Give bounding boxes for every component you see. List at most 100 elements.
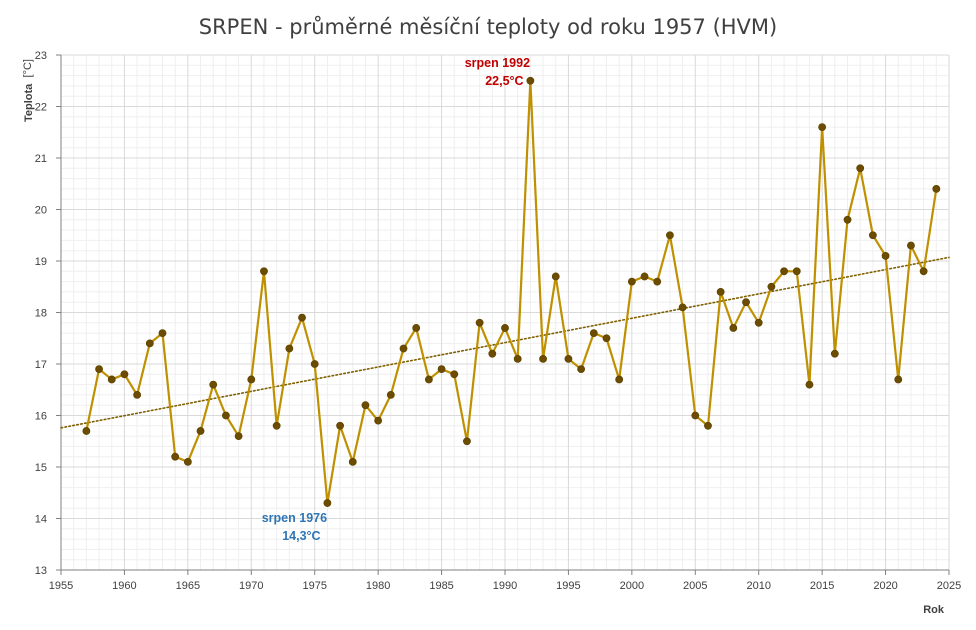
x-tick-label: 1985 [429,580,453,592]
data-point [247,375,256,384]
x-tick-label: 2010 [746,580,770,592]
data-point [513,354,522,363]
data-point [399,344,408,353]
y-tick-label: 21 [35,153,47,165]
x-tick-label: 1975 [302,580,326,592]
data-point [627,277,636,286]
data-point [602,334,611,343]
data-point [589,329,598,337]
x-tick-label: 1960 [112,580,136,592]
data-point [285,344,294,353]
data-point [742,298,750,307]
y-tick-label: 15 [35,462,47,474]
annotation-min-value: 14,3°C [282,529,320,543]
x-tick-label: 1955 [49,580,73,592]
y-tick-labels: 13 14 15 16 17 18 19 20 21 22 23 [35,50,47,577]
y-tick-label: 22 [35,102,47,114]
data-point [653,277,662,286]
x-tick-label: 2020 [873,580,897,592]
x-tick-label: 2000 [620,580,644,592]
data-point [539,354,547,363]
data-point [323,499,332,507]
data-point [310,360,319,368]
data-point [374,416,383,425]
data-point [894,375,903,384]
data-point [82,427,91,435]
x-tick-label: 2025 [937,580,961,592]
x-tick-label: 1970 [239,580,263,592]
data-point [881,251,890,260]
data-point [488,349,497,358]
data-point [361,401,370,410]
data-point [95,365,103,374]
data-point [551,272,560,281]
annotation-max-value: 22,5°C [485,74,523,88]
y-tick-label: 18 [35,308,47,320]
data-point [450,370,459,379]
data-point [830,349,839,358]
data-point [183,457,192,466]
chart-title: SRPEN - průměrné měsíční teploty od roku… [199,15,777,39]
x-tick-label: 2005 [683,580,707,592]
y-tick-label: 14 [35,514,47,526]
y-axis-label: Teplota [23,83,35,122]
data-point [792,267,801,276]
data-point [640,272,649,281]
data-point [145,339,154,348]
data-point [818,123,827,131]
data-point [729,324,738,332]
data-point [805,380,814,389]
annotation-min-label: srpen 1976 [262,511,327,525]
y-tick-label: 19 [35,256,47,268]
data-point [678,303,687,312]
x-tick-label: 1965 [176,580,200,592]
annotation-max-label: srpen 1992 [465,56,530,70]
data-point [843,215,852,224]
data-point [577,365,586,374]
data-point [691,411,700,420]
data-point [615,375,624,384]
data-point [272,421,281,430]
data-point [424,375,433,384]
trendline-group [60,256,950,429]
x-axis-label: Rok [923,604,945,616]
x-tick-label: 1995 [556,580,580,592]
data-point [171,452,180,461]
data-point [868,231,877,240]
data-point [463,437,471,446]
data-point [412,324,421,332]
data-point [348,457,357,466]
data-point [704,421,712,430]
data-point [336,421,344,430]
data-point [234,432,243,440]
y-tick-label: 23 [35,50,47,62]
data-point [196,427,205,435]
y-tick-label: 13 [35,565,47,577]
data-point [260,267,268,276]
annotations: srpen 1992 22,5°C srpen 1976 14,3°C [262,56,530,543]
x-tick-labels: 1955 1960 1965 1970 1975 1980 1985 1990 1995 2000… [49,580,961,592]
data-point [475,318,484,327]
data-point [780,267,788,276]
x-tick-label: 1990 [493,580,517,592]
data-point [932,184,941,193]
y-axis-unit: [°C] [22,59,34,77]
data-point [386,390,395,399]
data-point [564,354,573,363]
data-point [907,241,915,250]
x-tick-label: 1980 [366,580,390,592]
data-point [209,380,218,389]
data-point [158,329,167,337]
x-tick-label: 2015 [810,580,834,592]
trendline [60,256,950,429]
data-point [856,164,865,173]
data-point [526,76,535,85]
data-point [133,390,142,399]
data-point [754,318,763,327]
data-point [919,267,928,276]
data-point [107,375,116,384]
axes [56,54,950,575]
